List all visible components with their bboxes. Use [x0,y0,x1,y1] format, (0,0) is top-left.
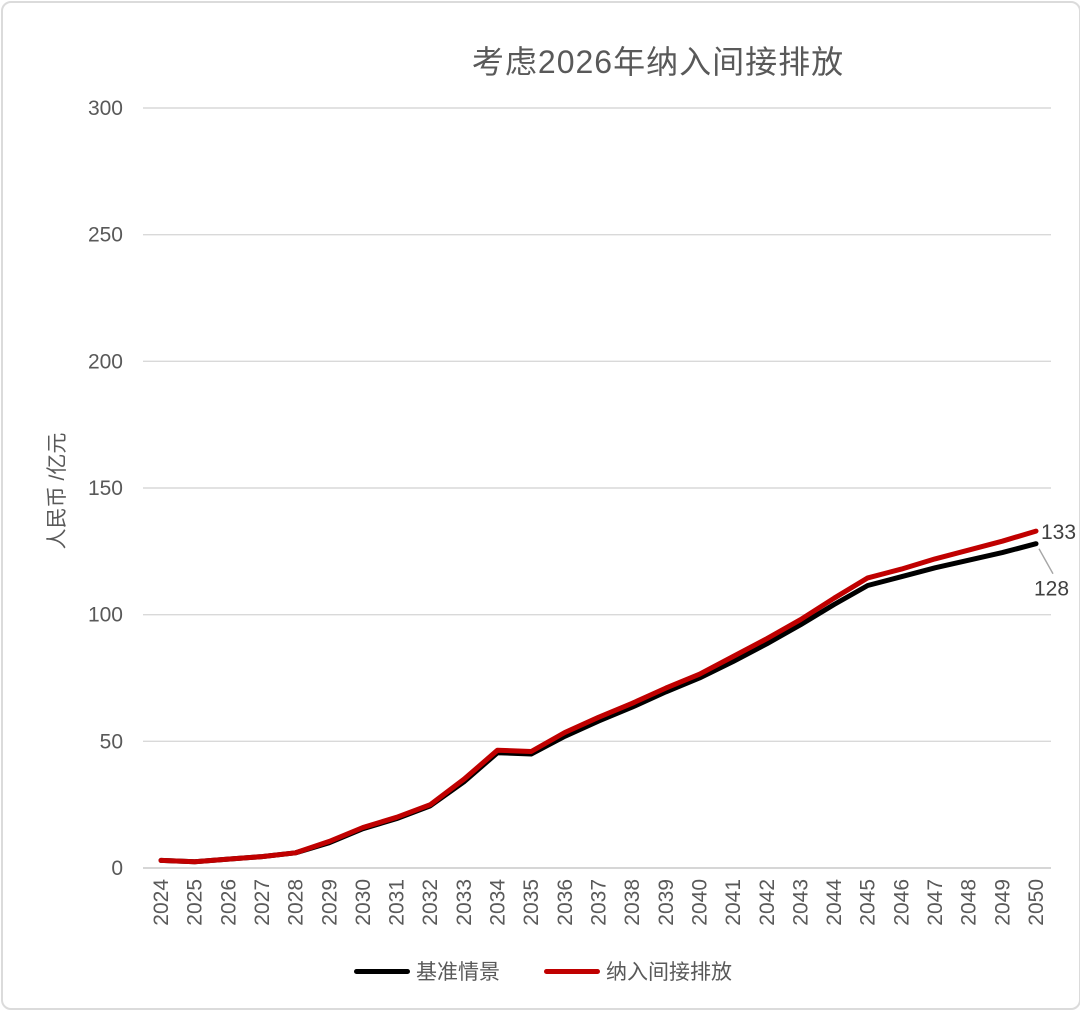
y-tick-label: 0 [111,857,123,880]
end-label-baseline: 128 [1034,578,1069,601]
x-tick-label: 2024 [150,879,173,926]
x-tick-label: 2037 [588,879,611,926]
end-label-indirect: 133 [1041,521,1076,544]
x-tick-label: 2043 [789,879,812,926]
legend-item-baseline[interactable]: 基准情景 [354,956,500,986]
x-tick-label: 2045 [857,879,880,926]
y-tick-label: 300 [88,97,123,120]
x-tick-label: 2042 [756,879,779,926]
x-tick-label: 2046 [890,879,913,926]
x-tick-label: 2036 [554,879,577,926]
x-tick-label: 2047 [924,879,947,926]
indirect-line-swatch [544,968,600,974]
x-tick-label: 2025 [184,879,207,926]
x-tick-label: 2038 [621,879,644,926]
x-tick-label: 2050 [1025,879,1048,926]
y-tick-label: 250 [88,224,123,247]
x-tick-label: 2031 [386,879,409,926]
y-tick-label: 100 [88,604,123,627]
legend: 基准情景 纳入间接排放 [3,956,1080,986]
x-tick-label: 2041 [722,879,745,926]
line-chart-plot: 0 50 100 150 200 250 300 2024 2025 2026 2027 2028 20… [88,97,1076,926]
x-tick-label: 2044 [823,879,846,926]
x-tick-label: 2026 [217,879,240,926]
y-tick-label: 200 [88,350,123,373]
y-tick-label: 150 [88,477,123,500]
x-tick-label: 2027 [251,879,274,926]
x-tick-label: 2049 [991,879,1014,926]
chart-title: 考虑2026年纳入间接排放 [471,44,845,80]
series-line-indirect [158,528,1039,865]
series-line-baseline [158,541,1039,865]
y-tick-label: 50 [100,730,123,753]
x-tick-label: 2048 [958,879,981,926]
legend-label-baseline: 基准情景 [416,961,500,984]
legend-label-indirect: 纳入间接排放 [606,961,732,984]
x-tick-label: 2029 [318,879,341,926]
x-tick-label: 2039 [655,879,678,926]
x-tick-label: 2033 [453,879,476,926]
baseline-line-swatch [354,968,410,974]
x-tick-label: 2032 [419,879,442,926]
x-tick-label: 2034 [487,879,510,926]
x-tick-label: 2030 [352,879,375,926]
x-tick-label: 2028 [285,879,308,926]
x-tick-label: 2040 [688,879,711,926]
x-tick-label: 2035 [520,879,543,926]
end-label-leader-baseline [1038,548,1054,575]
legend-item-indirect[interactable]: 纳入间接排放 [544,956,732,986]
